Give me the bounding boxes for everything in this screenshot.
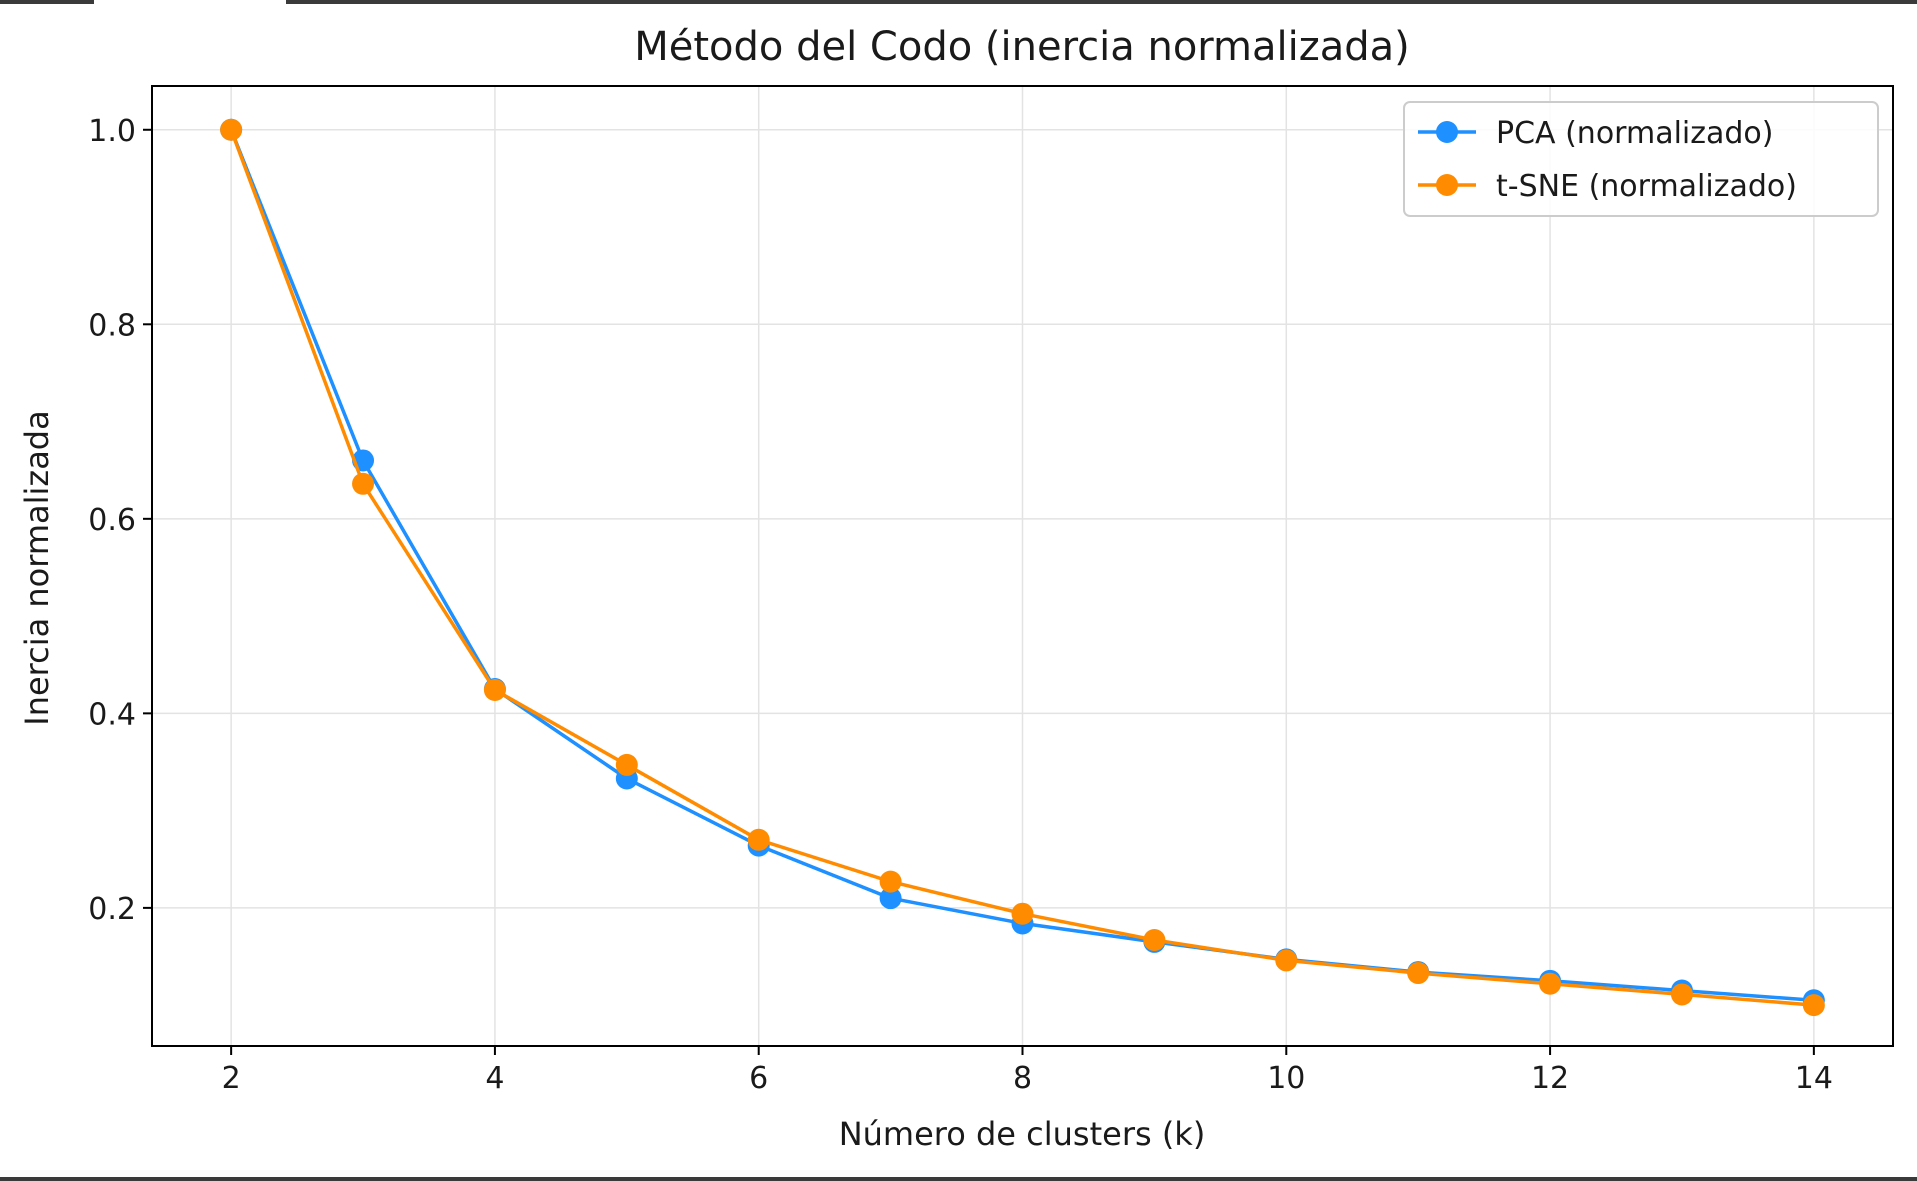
data-point [1802, 994, 1825, 1017]
data-point [220, 118, 243, 141]
y-tick-label: 1.0 [88, 114, 136, 149]
data-point [747, 828, 770, 851]
grid-layer [152, 86, 1893, 1046]
y-tick-label: 0.8 [88, 308, 136, 343]
series-layer [220, 118, 1825, 1017]
top-tab-highlight [94, 0, 286, 4]
y-tick-label: 0.2 [88, 892, 136, 927]
y-axis-ticks: 0.2 0.4 0.6 0.8 1.0 [88, 114, 152, 927]
legend-label: t-SNE (normalizado) [1496, 169, 1797, 204]
data-point [1539, 972, 1562, 995]
legend-item: PCA (normalizado) [1418, 116, 1774, 151]
x-tick-label: 4 [485, 1061, 504, 1096]
x-axis-label: Número de clusters (k) [839, 1115, 1206, 1153]
x-tick-label: 2 [222, 1061, 241, 1096]
x-tick-label: 12 [1531, 1061, 1569, 1096]
x-tick-label: 8 [1013, 1061, 1032, 1096]
data-point [1407, 962, 1430, 985]
data-point [1275, 949, 1298, 972]
legend-marker [1436, 174, 1458, 196]
y-axis-label: Inercia normalizada [18, 410, 56, 725]
data-point [1670, 983, 1693, 1006]
y-tick-label: 0.6 [88, 503, 136, 538]
legend-item: t-SNE (normalizado) [1418, 169, 1797, 204]
data-point [1143, 928, 1166, 951]
legend-label: PCA (normalizado) [1496, 116, 1774, 151]
data-point [615, 753, 638, 776]
data-point [483, 679, 506, 702]
legend: PCA (normalizado) t-SNE (normalizado) [1403, 101, 1879, 217]
data-point [352, 472, 375, 495]
legend-box [1403, 101, 1879, 217]
data-point [879, 870, 902, 893]
series-tsne [220, 118, 1825, 1017]
data-point [1011, 902, 1034, 925]
top-border [0, 0, 1917, 4]
y-tick-label: 0.4 [88, 697, 136, 732]
x-tick-label: 6 [749, 1061, 768, 1096]
chart-title: Método del Codo (inercia normalizada) [634, 24, 1410, 70]
bottom-border [0, 1177, 1917, 1181]
data-point [879, 887, 902, 910]
x-tick-label: 10 [1267, 1061, 1305, 1096]
x-axis-ticks: 2 4 6 8 10 12 14 [222, 1046, 1833, 1096]
x-tick-label: 14 [1795, 1061, 1833, 1096]
legend-marker [1436, 121, 1458, 143]
